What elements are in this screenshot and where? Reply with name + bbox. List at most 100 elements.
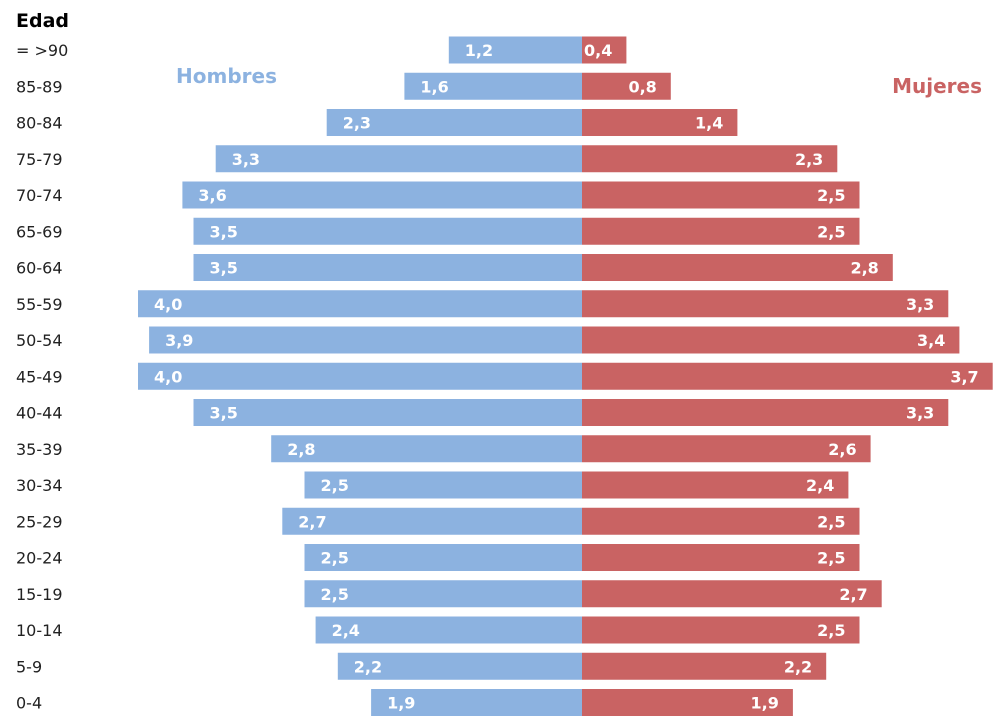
bar-mujeres	[582, 181, 860, 209]
data-label-hombres: 4,0	[154, 367, 182, 386]
y-axis-title: Edad	[16, 10, 69, 32]
bar-mujeres	[582, 362, 993, 390]
bar-hombres	[315, 616, 582, 644]
bar-hombres	[304, 580, 582, 608]
bar-hombres	[326, 109, 582, 136]
data-label-hombres: 2,8	[287, 440, 315, 459]
y-tick-label: 15-19	[16, 585, 63, 604]
data-label-hombres: 3,5	[210, 404, 238, 423]
bar-mujeres	[582, 507, 860, 535]
bar-mujeres	[582, 689, 793, 716]
bar-hombres	[404, 72, 582, 100]
y-tick-label: 50-54	[16, 331, 63, 350]
y-tick-label: 20-24	[16, 549, 63, 568]
bar-mujeres	[582, 109, 738, 136]
data-label-hombres: 3,5	[210, 259, 238, 278]
data-label-hombres: 2,5	[321, 476, 349, 495]
data-label-mujeres: 2,4	[806, 476, 834, 495]
bar-mujeres	[582, 36, 627, 64]
y-tick-label: 85-89	[16, 77, 63, 96]
bar-hombres	[304, 471, 582, 499]
y-tick-label: 45-49	[16, 367, 63, 386]
data-label-mujeres: 2,2	[784, 657, 812, 676]
bar-hombres	[337, 652, 582, 680]
bar-hombres	[149, 326, 582, 354]
data-label-hombres: 1,9	[387, 694, 415, 713]
bar-mujeres	[582, 616, 860, 644]
bar-mujeres	[582, 217, 860, 245]
data-label-hombres: 2,7	[298, 512, 326, 531]
data-label-hombres: 1,2	[465, 41, 493, 60]
data-label-mujeres: 2,7	[839, 585, 867, 604]
y-tick-label: 75-79	[16, 150, 63, 169]
data-label-hombres: 2,5	[321, 585, 349, 604]
bar-mujeres	[582, 72, 671, 100]
data-label-hombres: 2,4	[332, 621, 360, 640]
bar-mujeres	[582, 580, 882, 608]
data-label-hombres: 2,3	[343, 114, 371, 133]
bar-hombres	[448, 36, 582, 64]
bar-mujeres	[582, 145, 838, 173]
bar-hombres	[193, 399, 582, 426]
bar-mujeres	[582, 326, 960, 354]
data-label-hombres: 3,5	[210, 222, 238, 241]
y-tick-labels: = >90 85-89 80-84 75-79 70-74 65-69 60-64 55-59…	[16, 41, 68, 713]
data-label-hombres: 2,5	[321, 549, 349, 568]
data-label-mujeres: 3,7	[950, 367, 978, 386]
y-tick-label: 60-64	[16, 259, 63, 278]
data-label-mujeres: 1,4	[695, 114, 723, 133]
data-label-mujeres: 2,5	[817, 222, 845, 241]
bar-hombres	[304, 544, 582, 571]
bar-mujeres	[582, 290, 949, 318]
bar-hombres	[371, 689, 582, 716]
data-label-mujeres: 2,8	[850, 259, 878, 278]
bar-hombres	[138, 290, 582, 318]
y-tick-label: 80-84	[16, 114, 63, 133]
data-label-mujeres: 2,5	[817, 512, 845, 531]
bar-mujeres	[582, 544, 860, 571]
data-label-mujeres: 3,3	[906, 404, 934, 423]
y-tick-label: 5-9	[16, 657, 42, 676]
y-tick-label: 25-29	[16, 512, 63, 531]
data-label-mujeres: 1,9	[751, 694, 779, 713]
bar-mujeres	[582, 254, 893, 281]
bar-hombres	[271, 435, 582, 463]
y-tick-label: 10-14	[16, 621, 63, 640]
bar-hombres	[193, 254, 582, 281]
bars-group: 1,2 0,4 1,6 0,8 2,3 1,4 3,3 2,3 3,6 2,5 3,5 2,5 3,5 2…	[138, 36, 993, 716]
data-label-mujeres: 3,3	[906, 295, 934, 314]
bar-hombres	[182, 181, 582, 209]
y-tick-label: = >90	[16, 41, 68, 60]
data-label-mujeres: 2,5	[817, 186, 845, 205]
data-label-hombres: 3,9	[165, 331, 193, 350]
data-label-mujeres: 0,4	[584, 41, 612, 60]
y-tick-label: 70-74	[16, 186, 63, 205]
data-label-hombres: 3,3	[232, 150, 260, 169]
y-tick-label: 30-34	[16, 476, 63, 495]
bar-mujeres	[582, 652, 827, 680]
data-label-mujeres: 0,8	[628, 77, 656, 96]
y-tick-label: 55-59	[16, 295, 63, 314]
data-label-mujeres: 2,5	[817, 621, 845, 640]
data-label-mujeres: 2,5	[817, 549, 845, 568]
data-label-hombres: 1,6	[420, 77, 448, 96]
bar-mujeres	[582, 399, 949, 426]
bar-hombres	[215, 145, 582, 173]
bar-mujeres	[582, 435, 871, 463]
data-label-mujeres: 2,3	[795, 150, 823, 169]
legend-hombres: Hombres	[176, 64, 277, 88]
data-label-hombres: 3,6	[198, 186, 226, 205]
y-tick-label: 35-39	[16, 440, 63, 459]
y-tick-label: 65-69	[16, 222, 63, 241]
data-label-mujeres: 2,6	[828, 440, 856, 459]
data-label-hombres: 2,2	[354, 657, 382, 676]
data-label-mujeres: 3,4	[917, 331, 945, 350]
bar-hombres	[138, 362, 582, 390]
y-tick-label: 0-4	[16, 694, 42, 713]
data-label-hombres: 4,0	[154, 295, 182, 314]
legend-mujeres: Mujeres	[892, 74, 982, 98]
y-tick-label: 40-44	[16, 404, 63, 423]
bar-hombres	[193, 217, 582, 245]
bar-mujeres	[582, 471, 849, 499]
